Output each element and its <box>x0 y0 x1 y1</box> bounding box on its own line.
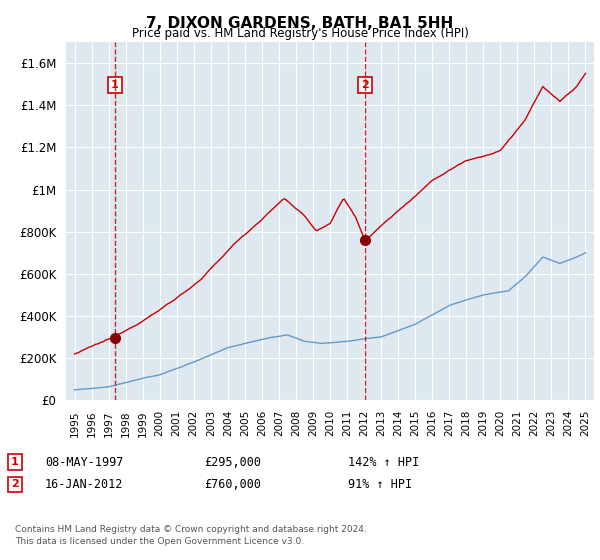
Text: 1: 1 <box>11 457 19 467</box>
Text: Contains HM Land Registry data © Crown copyright and database right 2024.: Contains HM Land Registry data © Crown c… <box>15 525 367 534</box>
Text: 1: 1 <box>111 80 119 90</box>
Text: 16-JAN-2012: 16-JAN-2012 <box>45 478 124 491</box>
Text: £760,000: £760,000 <box>204 478 261 491</box>
Text: £295,000: £295,000 <box>204 455 261 469</box>
Text: 91% ↑ HPI: 91% ↑ HPI <box>348 478 412 491</box>
Text: 7, DIXON GARDENS, BATH, BA1 5HH: 7, DIXON GARDENS, BATH, BA1 5HH <box>146 16 454 31</box>
Text: 08-MAY-1997: 08-MAY-1997 <box>45 455 124 469</box>
Text: 2: 2 <box>361 80 368 90</box>
Text: 2: 2 <box>11 479 19 489</box>
Text: Price paid vs. HM Land Registry's House Price Index (HPI): Price paid vs. HM Land Registry's House … <box>131 27 469 40</box>
Text: This data is licensed under the Open Government Licence v3.0.: This data is licensed under the Open Gov… <box>15 537 304 546</box>
Text: 142% ↑ HPI: 142% ↑ HPI <box>348 455 419 469</box>
